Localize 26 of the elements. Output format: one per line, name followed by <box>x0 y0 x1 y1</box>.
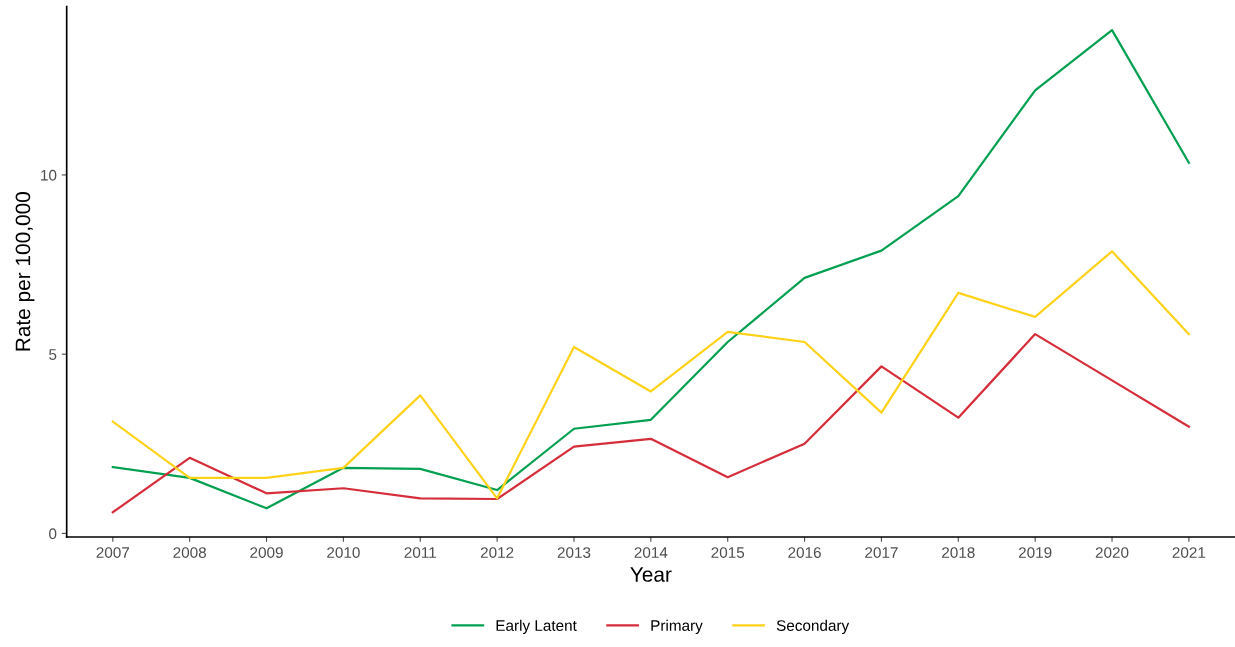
x-tick-label: 2019 <box>1018 547 1052 558</box>
x-tick-label: 2015 <box>711 547 745 558</box>
line-series <box>111 250 1190 500</box>
x-tick-label: 2017 <box>865 547 898 558</box>
legend-label: Primary <box>651 619 703 634</box>
x-axis-title: Year <box>630 567 672 582</box>
y-tick-label: 5 <box>49 349 57 360</box>
x-tick-label: 2018 <box>942 547 975 558</box>
line-series <box>111 29 1190 510</box>
x-tick-label: 2010 <box>327 547 360 558</box>
legend-label: Secondary <box>776 619 850 634</box>
x-tick-label: 2011 <box>404 547 436 558</box>
y-axis-title: Rate per 100,000 <box>15 192 35 351</box>
x-tick-label: 2014 <box>634 547 668 558</box>
x-tick-label: 2016 <box>788 547 821 558</box>
x-tick-label: 2013 <box>557 547 591 558</box>
x-tick-label: 2009 <box>250 547 283 558</box>
x-tick-label: 2012 <box>480 547 514 558</box>
y-tick-label: 0 <box>49 528 57 540</box>
y-tick-label: 10 <box>41 169 57 181</box>
line-series <box>111 333 1190 514</box>
legend-label: Early Latent <box>496 619 577 634</box>
x-tick-label: 2021 <box>1172 547 1206 558</box>
x-tick-label: 2007 <box>96 547 130 558</box>
x-tick-label: 2020 <box>1095 547 1129 558</box>
x-tick-label: 2008 <box>173 547 206 558</box>
